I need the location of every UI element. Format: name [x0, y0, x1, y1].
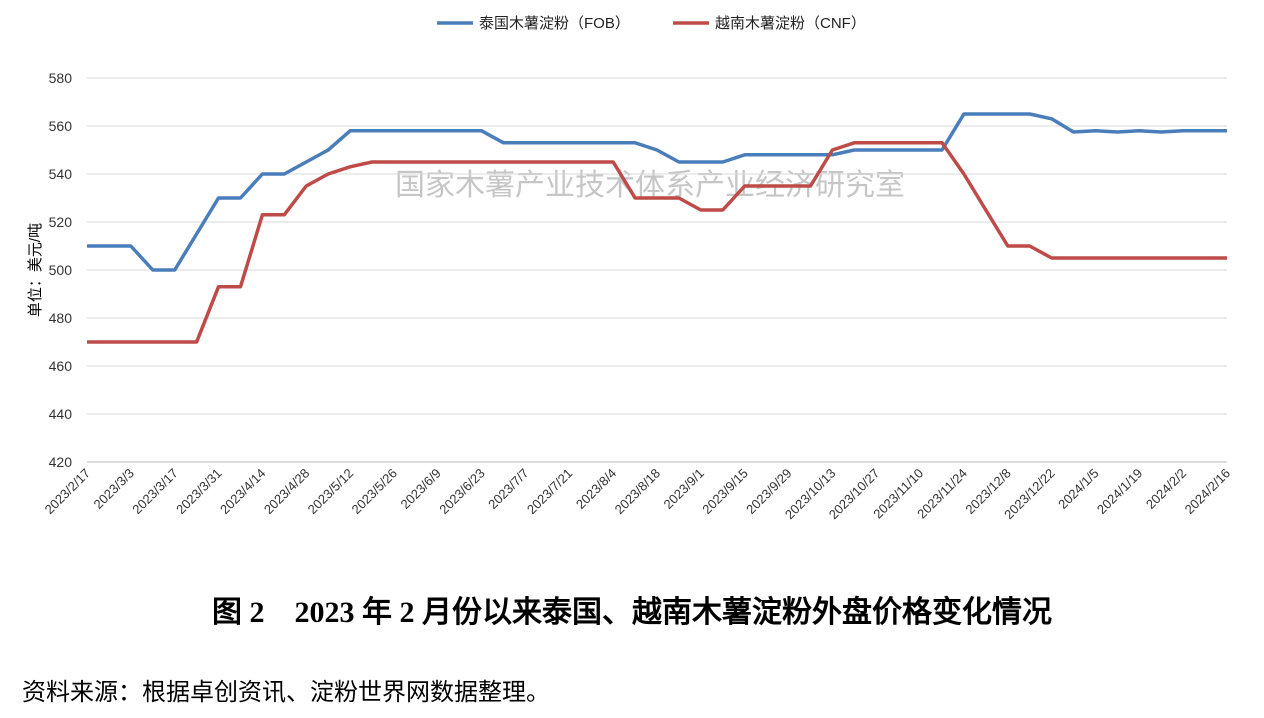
y-tick-label: 520: [49, 214, 73, 230]
series-line: [87, 112, 1227, 272]
y-tick-label: 540: [49, 166, 73, 182]
x-tick-label: 2023/2/17: [42, 466, 94, 518]
legend-label: 越南木薯淀粉（CNF）: [715, 15, 866, 32]
y-tick-label: 420: [49, 454, 73, 470]
y-tick-label: 500: [49, 262, 73, 278]
x-tick-label: 2023/3/31: [173, 466, 225, 518]
x-tick-label: 2023/7/21: [524, 466, 576, 518]
y-tick-label: 580: [49, 70, 73, 86]
y-tick-label: 560: [49, 118, 73, 134]
x-tick-label: 2023/4/28: [261, 466, 313, 518]
x-tick-label: 2024/2/16: [1182, 466, 1234, 518]
caption: 图 2 2023 年 2 月份以来泰国、越南木薯淀粉外盘价格变化情况: [212, 595, 1052, 629]
x-tick-label: 2024/1/19: [1094, 466, 1146, 518]
y-tick-label: 460: [49, 358, 73, 374]
y-axis-label: 单位：美元/吨: [27, 223, 44, 317]
y-tick-label: 440: [49, 406, 73, 422]
x-tick-label: 2023/4/14: [217, 466, 269, 518]
source-note: 资料来源：根据卓创资讯、淀粉世界网数据整理。: [22, 679, 550, 706]
x-tick-label: 2023/6/23: [436, 466, 488, 518]
x-tick-label: 2023/9/15: [699, 466, 751, 518]
x-tick-label: 2023/3/17: [129, 466, 181, 518]
y-tick-label: 480: [49, 310, 73, 326]
series-line: [87, 141, 1227, 344]
x-tick-label: 2023/5/12: [305, 466, 357, 518]
x-tick-label: 2023/5/26: [349, 466, 401, 518]
legend-label: 泰国木薯淀粉（FOB）: [479, 15, 630, 32]
x-tick-label: 2023/8/18: [612, 466, 664, 518]
